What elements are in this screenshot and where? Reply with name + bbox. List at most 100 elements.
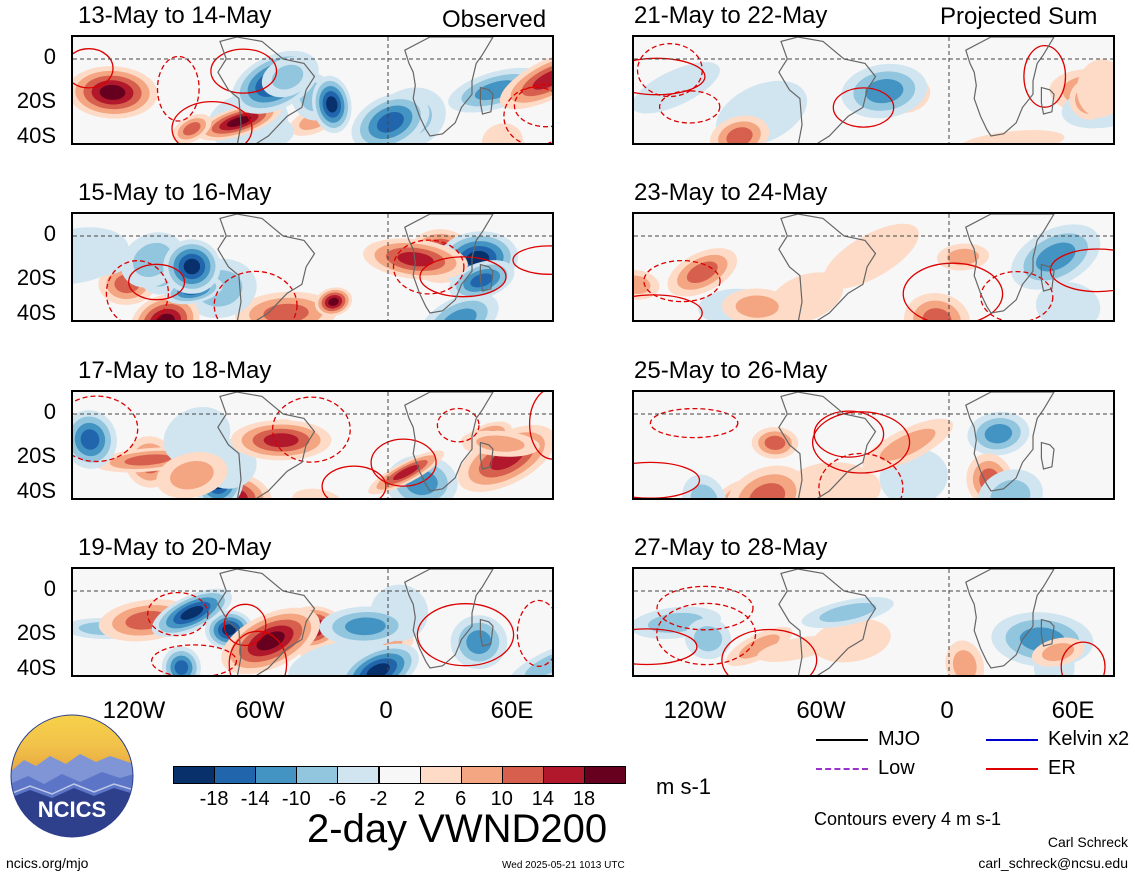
positive-anomaly bbox=[476, 435, 525, 452]
coastline bbox=[1040, 441, 1055, 470]
author-name: Carl Schreck bbox=[1047, 834, 1128, 850]
ncics-logo: NCICS bbox=[10, 714, 134, 838]
negative-anomaly bbox=[984, 424, 1013, 444]
coastline bbox=[479, 441, 494, 470]
coastline bbox=[479, 86, 494, 115]
panel-title: 23-May to 24-May bbox=[634, 179, 828, 206]
colorbar-cell bbox=[419, 766, 462, 784]
er-contour bbox=[436, 407, 480, 443]
author-email: carl_schreck@ncsu.edu bbox=[978, 855, 1128, 871]
site-url: ncics.org/mjo bbox=[6, 855, 89, 871]
anomaly-field bbox=[634, 392, 1113, 498]
er-contour bbox=[902, 262, 1004, 320]
legend-label: Kelvin x2 bbox=[1048, 728, 1130, 750]
er-contour bbox=[416, 603, 515, 667]
negative-anomaly bbox=[819, 602, 877, 623]
anomaly-field bbox=[73, 37, 552, 143]
er-contour bbox=[656, 585, 754, 631]
contour-note: Contours every 4 m s-1 bbox=[814, 809, 1002, 829]
coastline bbox=[778, 392, 877, 498]
panel-title: 17-May to 18-May bbox=[78, 357, 272, 384]
coastline bbox=[965, 392, 1055, 492]
coastline bbox=[217, 214, 316, 320]
colorbar-tick-label: -18 bbox=[199, 788, 229, 810]
colorbar-cell bbox=[542, 766, 585, 784]
negative-anomaly bbox=[132, 242, 172, 277]
projected-sum-label: Projected Sum bbox=[940, 3, 1098, 30]
negative-anomaly bbox=[376, 111, 404, 133]
y-tick-label: 0 bbox=[43, 44, 56, 69]
coastline bbox=[1040, 618, 1055, 647]
negative-anomaly bbox=[466, 630, 492, 655]
panel-title: 27-May to 28-May bbox=[634, 534, 828, 561]
figure-title: 2-day VWND200 bbox=[307, 807, 608, 851]
positive-anomaly bbox=[263, 433, 299, 448]
positive-anomaly bbox=[823, 223, 919, 289]
positive-anomaly bbox=[292, 488, 343, 498]
negative-anomaly bbox=[174, 660, 189, 675]
er-contour bbox=[818, 452, 904, 498]
er-contour bbox=[105, 260, 170, 320]
map-panel bbox=[71, 390, 554, 500]
negative-anomaly bbox=[180, 605, 204, 620]
positive-anomaly bbox=[149, 308, 182, 320]
anomaly-field bbox=[634, 214, 1113, 320]
coastline bbox=[778, 37, 877, 143]
x-tick-label: 0 bbox=[379, 697, 393, 724]
panel-title: 15-May to 16-May bbox=[78, 179, 272, 206]
panel-title: 19-May to 20-May bbox=[78, 534, 272, 561]
negative-anomaly bbox=[693, 626, 723, 652]
panel-title: 13-May to 14-May bbox=[78, 2, 272, 29]
legend-swatch bbox=[816, 739, 868, 741]
er-contour bbox=[1049, 248, 1113, 293]
positive-anomaly bbox=[170, 460, 214, 490]
map-panel bbox=[71, 567, 554, 677]
colorbar-tick-label: 2 bbox=[414, 788, 426, 810]
coastline bbox=[965, 214, 1055, 314]
legend-label: Low bbox=[878, 757, 915, 779]
colorbar-tick-label: 14 bbox=[531, 788, 555, 810]
coastline bbox=[479, 618, 494, 647]
colorbar-cell bbox=[501, 766, 544, 784]
positive-anomaly bbox=[922, 308, 952, 320]
legend-swatch bbox=[816, 768, 868, 770]
positive-anomaly bbox=[155, 313, 176, 320]
negative-anomaly bbox=[1035, 281, 1101, 320]
map-panel bbox=[71, 35, 554, 145]
positive-anomaly bbox=[226, 116, 251, 127]
colorbar-cell bbox=[255, 766, 298, 784]
positive-anomaly bbox=[99, 84, 126, 100]
y-tick-label: 40S bbox=[16, 300, 56, 325]
positive-anomaly bbox=[1042, 643, 1075, 662]
er-contour bbox=[656, 602, 757, 666]
positive-anomaly bbox=[393, 464, 420, 481]
timestamp: Wed 2025-05-21 1013 UTC bbox=[502, 860, 625, 871]
map-panel bbox=[632, 567, 1115, 677]
negative-anomaly bbox=[865, 79, 904, 104]
anomaly-field bbox=[73, 569, 552, 675]
er-contour bbox=[811, 411, 911, 474]
er-contour bbox=[213, 270, 298, 320]
coastline bbox=[778, 214, 877, 320]
er-contour bbox=[528, 392, 552, 460]
colorbar-cell bbox=[337, 766, 380, 784]
positive-anomaly bbox=[749, 483, 786, 498]
y-tick-label: 20S bbox=[16, 443, 56, 468]
colorbar-tick-label: -14 bbox=[240, 788, 270, 810]
x-tick-label: 0 bbox=[940, 697, 954, 724]
er-contour bbox=[813, 410, 885, 458]
x-tick-label: 120W bbox=[102, 697, 166, 724]
negative-anomaly bbox=[163, 406, 231, 466]
y-tick-label: 20S bbox=[16, 265, 56, 290]
observed-label: Observed bbox=[442, 6, 547, 33]
positive-anomaly bbox=[947, 248, 979, 266]
x-tick-label: 60W bbox=[796, 697, 846, 724]
er-contour bbox=[147, 591, 209, 637]
negative-anomaly bbox=[470, 273, 494, 288]
panel-title: 21-May to 22-May bbox=[634, 2, 828, 29]
anomaly-field bbox=[634, 569, 1113, 675]
legend-swatch bbox=[986, 768, 1038, 770]
colorbar-tick-label: 18 bbox=[572, 788, 596, 810]
y-tick-label: 40S bbox=[16, 123, 56, 148]
negative-anomaly bbox=[441, 308, 477, 320]
